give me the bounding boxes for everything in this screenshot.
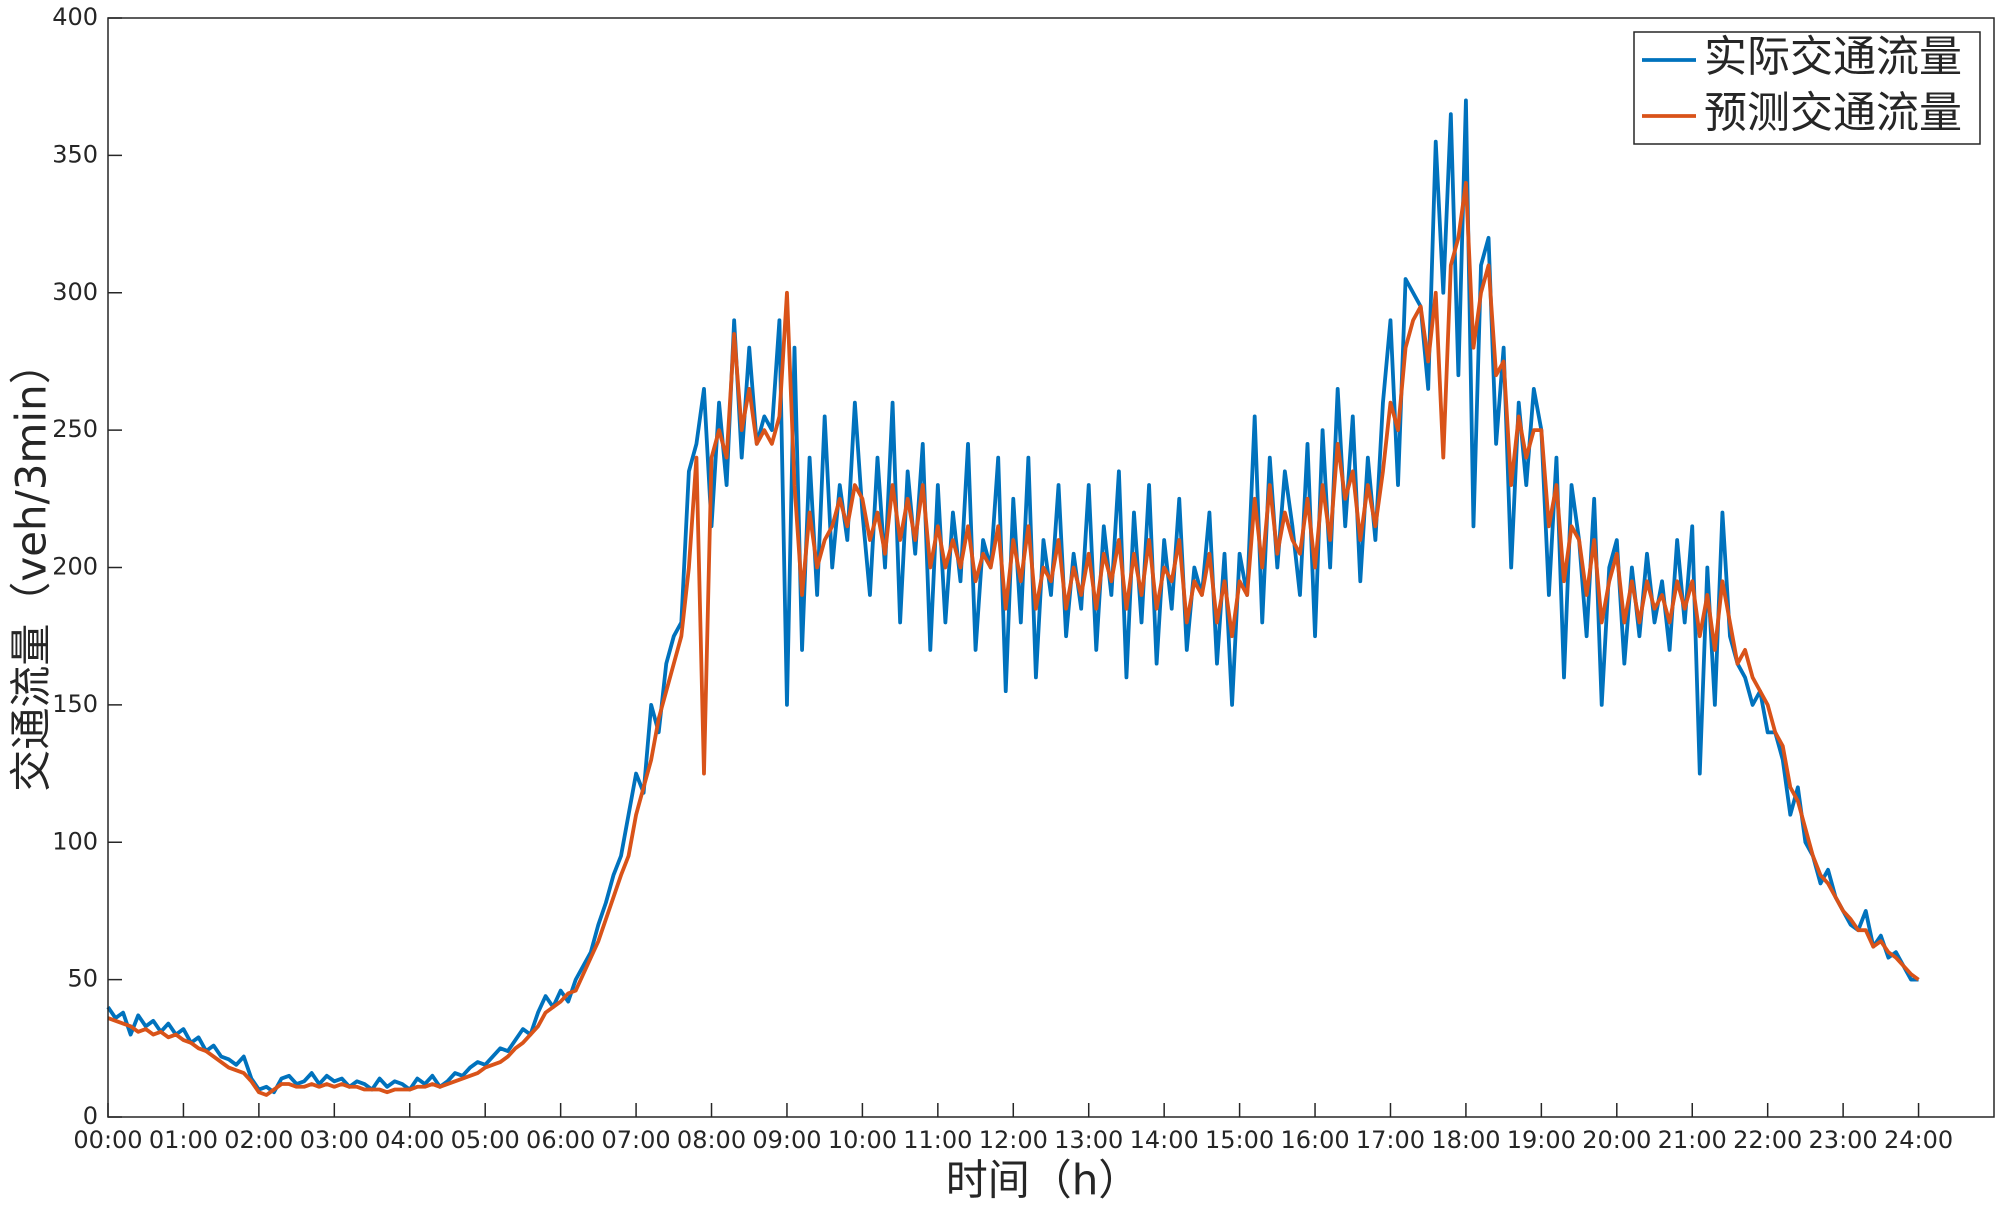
x-tick-label: 04:00: [375, 1126, 444, 1154]
x-tick-label: 19:00: [1507, 1126, 1576, 1154]
x-tick-label: 09:00: [752, 1126, 821, 1154]
y-tick-label: 100: [52, 827, 98, 855]
y-tick-label: 200: [52, 553, 98, 581]
legend-box: [1633, 31, 1981, 145]
x-tick-label: 01:00: [149, 1126, 218, 1154]
x-tick-label: 22:00: [1733, 1126, 1802, 1154]
y-tick-label: 0: [83, 1102, 98, 1130]
x-tick-label: 11:00: [903, 1126, 972, 1154]
x-tick-label: 07:00: [601, 1126, 670, 1154]
y-tick-label: 350: [52, 140, 98, 168]
x-tick-label: 02:00: [224, 1126, 293, 1154]
x-tick-label: 00:00: [73, 1126, 142, 1154]
x-tick-label: 17:00: [1356, 1126, 1425, 1154]
y-tick-label: 250: [52, 415, 98, 443]
x-tick-label: 05:00: [451, 1126, 520, 1154]
x-tick-label: 12:00: [979, 1126, 1048, 1154]
x-tick-label: 13:00: [1054, 1126, 1123, 1154]
x-tick-label: 16:00: [1280, 1126, 1349, 1154]
x-tick-label: 08:00: [677, 1126, 746, 1154]
y-tick-label: 50: [67, 965, 98, 993]
x-tick-label: 10:00: [828, 1126, 897, 1154]
x-axis-label: 时间（h）: [946, 1156, 1141, 1205]
y-tick-label: 300: [52, 278, 98, 306]
y-tick-label: 150: [52, 690, 98, 718]
x-tick-label: 23:00: [1809, 1126, 1878, 1154]
x-tick-label: 15:00: [1205, 1126, 1274, 1154]
x-tick-label: 14:00: [1130, 1126, 1199, 1154]
legend-label: 预测交通流量: [1704, 89, 1962, 139]
y-axis-label: 交通流量（veh/3min）: [7, 342, 56, 791]
series-line: [107, 180, 1920, 1097]
x-tick-label: 21:00: [1658, 1126, 1727, 1154]
y-tick-label: 400: [52, 3, 98, 31]
x-tick-label: 03:00: [300, 1126, 369, 1154]
x-tick-label: 24:00: [1884, 1126, 1953, 1154]
x-tick-label: 20:00: [1582, 1126, 1651, 1154]
x-tick-label: 18:00: [1431, 1126, 1500, 1154]
x-tick-label: 06:00: [526, 1126, 595, 1154]
plot-frame: [107, 17, 1995, 1118]
legend-label: 实际交通流量: [1704, 33, 1962, 83]
